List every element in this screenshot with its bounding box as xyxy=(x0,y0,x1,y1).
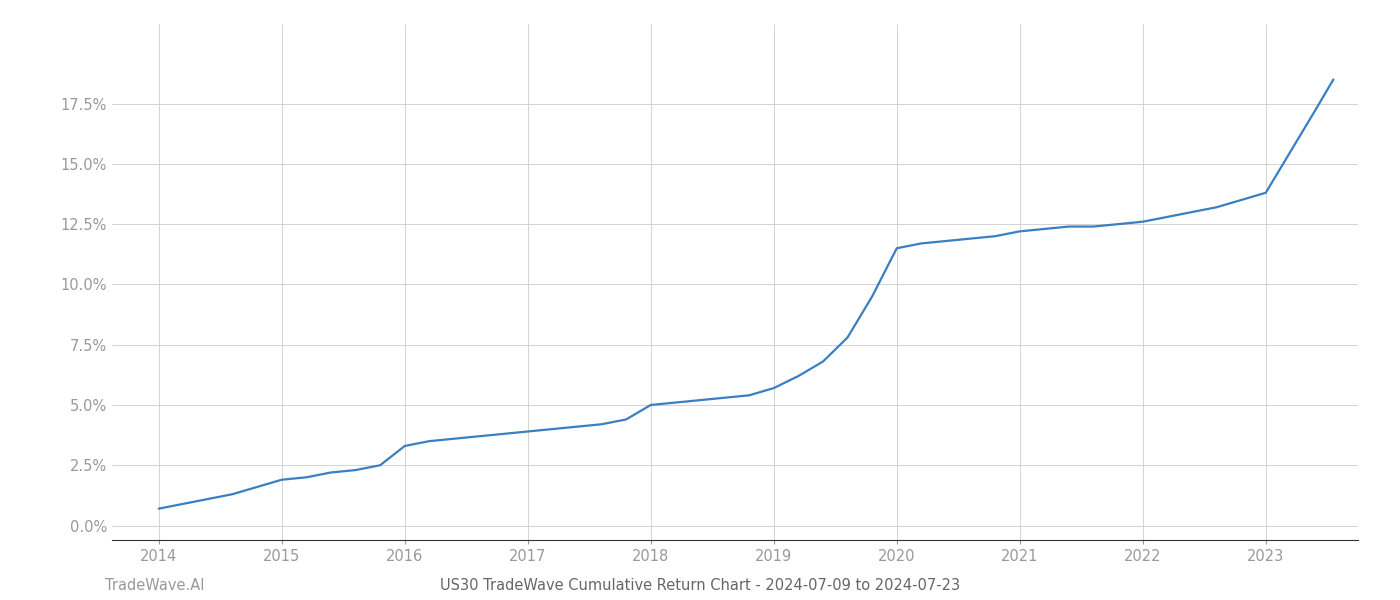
Text: TradeWave.AI: TradeWave.AI xyxy=(105,578,204,593)
Text: US30 TradeWave Cumulative Return Chart - 2024-07-09 to 2024-07-23: US30 TradeWave Cumulative Return Chart -… xyxy=(440,578,960,593)
